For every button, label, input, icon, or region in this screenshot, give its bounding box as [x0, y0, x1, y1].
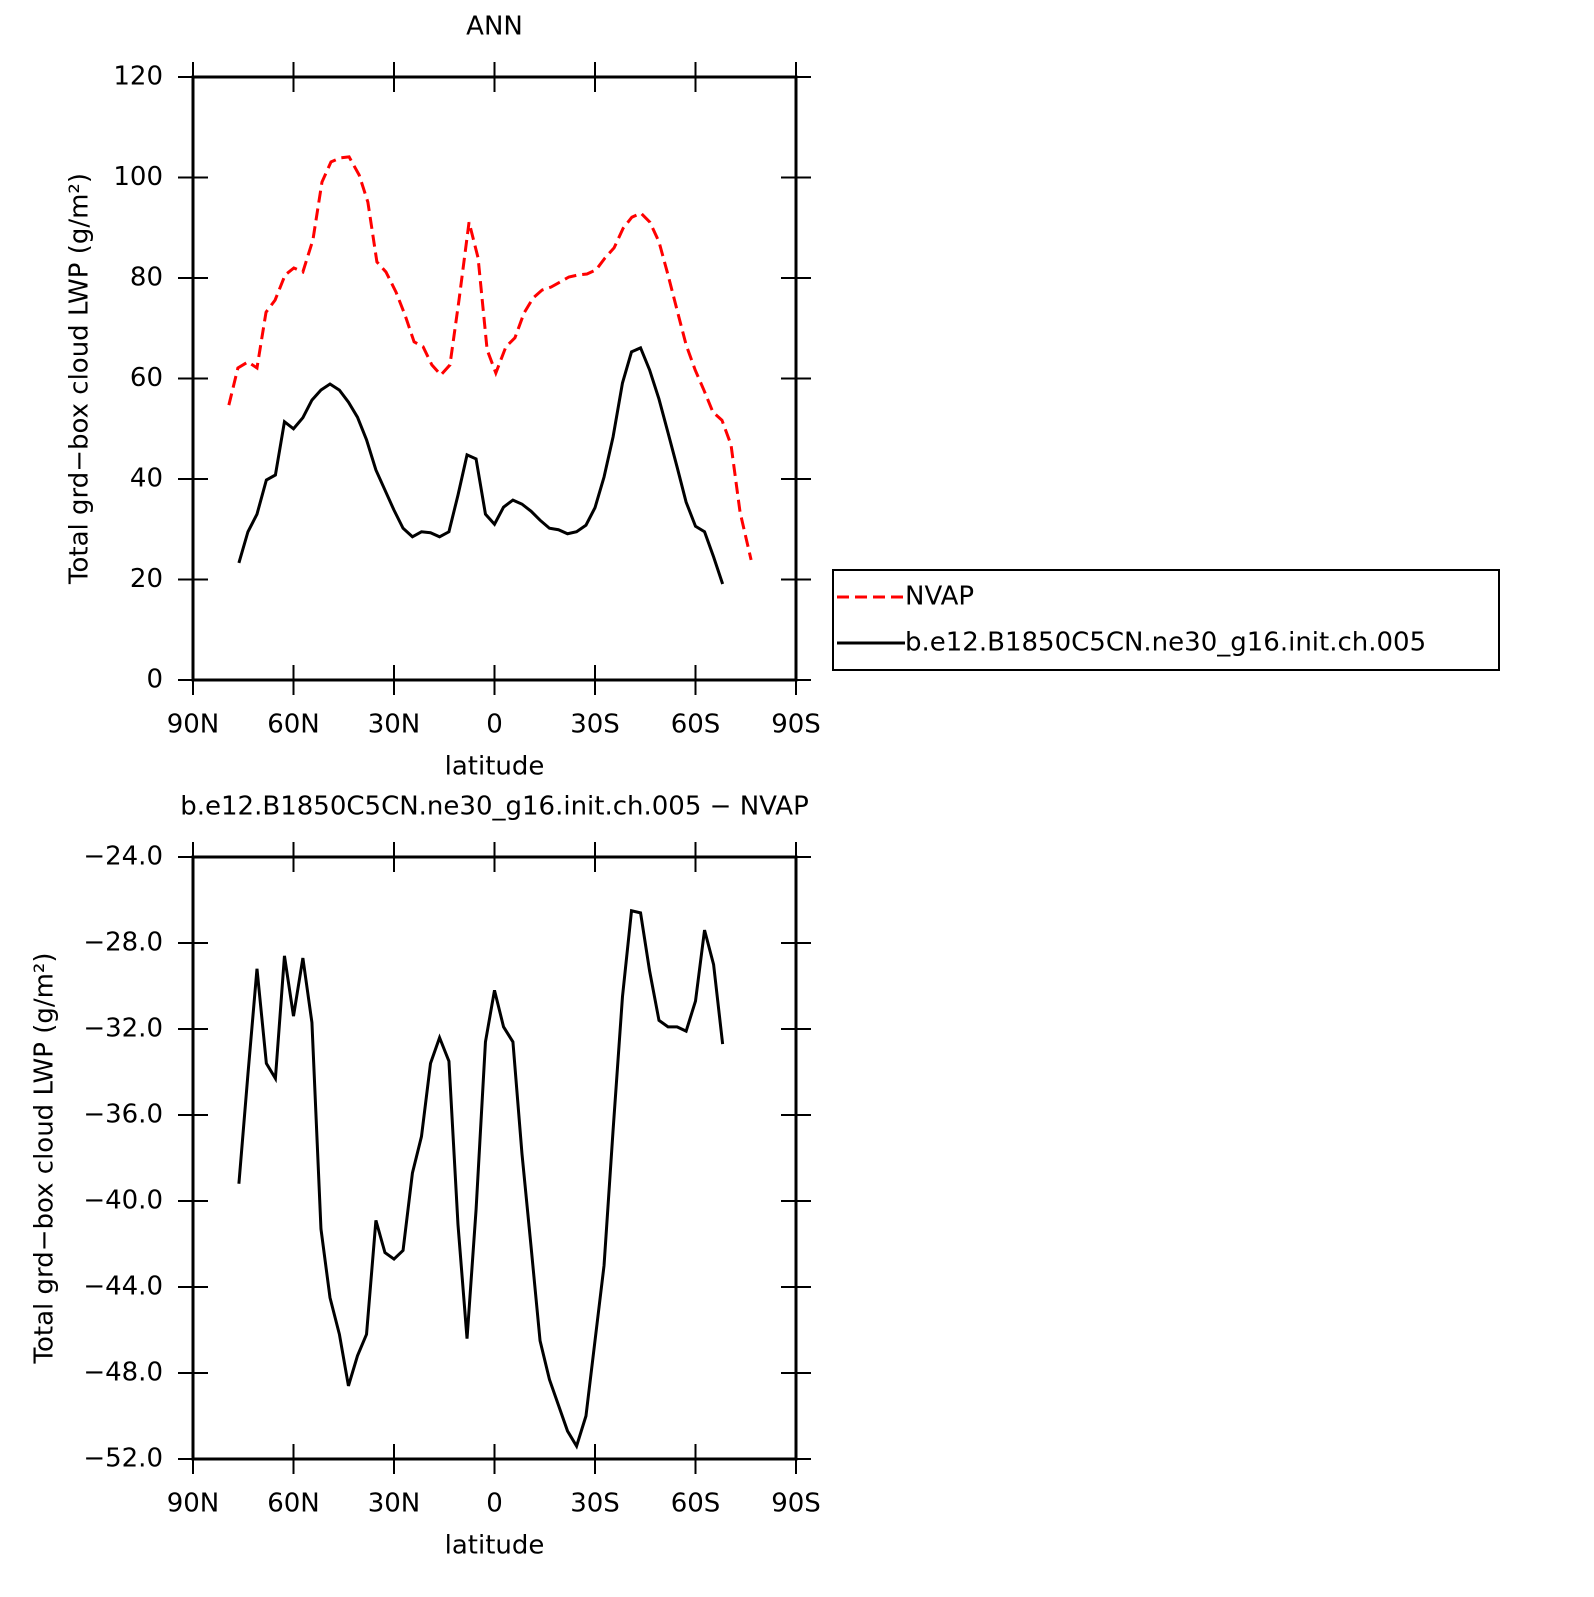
y-tick-label: −40.0	[83, 1186, 163, 1216]
y-tick-label: −36.0	[83, 1100, 163, 1130]
x-tick-label: 30N	[368, 1489, 421, 1519]
x-tick-label: 30S	[570, 1489, 620, 1519]
y-tick-label: −32.0	[83, 1014, 163, 1044]
y-tick-label: 20	[130, 564, 163, 594]
y-tick-label: 100	[113, 162, 163, 192]
x-tick-label: 0	[486, 1489, 503, 1519]
x-tick-label: 60S	[671, 710, 721, 740]
legend-label: NVAP	[905, 582, 974, 612]
x-tick-label: 90S	[771, 1489, 821, 1519]
chart-title: b.e12.B1850C5CN.ne30_g16.init.ch.005 − N…	[180, 792, 809, 822]
x-tick-label: 60N	[267, 710, 320, 740]
y-tick-label: 60	[130, 363, 163, 393]
x-axis-label: latitude	[445, 752, 545, 782]
y-tick-label: −48.0	[83, 1358, 163, 1388]
x-tick-label: 0	[486, 710, 503, 740]
data-line	[227, 155, 753, 561]
y-tick-label: 120	[113, 62, 163, 92]
plot-frame	[191, 75, 798, 682]
plot-frame	[191, 855, 798, 1461]
y-tick-label: −28.0	[83, 928, 163, 958]
legend-label: b.e12.B1850C5CN.ne30_g16.init.ch.005	[905, 628, 1426, 658]
y-axis-label: Total grd−box cloud LWP (g/m²)	[30, 953, 60, 1365]
x-tick-label: 30N	[368, 710, 421, 740]
chart-title: ANN	[466, 12, 523, 42]
y-tick-label: −24.0	[83, 842, 163, 872]
y-tick-label: 80	[130, 263, 163, 293]
y-tick-label: 40	[130, 464, 163, 494]
x-tick-label: 90S	[771, 710, 821, 740]
x-tick-label: 60N	[267, 1489, 320, 1519]
legend-box	[832, 569, 1500, 671]
y-tick-label: −44.0	[83, 1272, 163, 1302]
x-tick-label: 90N	[167, 1489, 220, 1519]
y-tick-label: −52.0	[83, 1444, 163, 1474]
x-tick-label: 90N	[167, 710, 220, 740]
x-tick-label: 30S	[570, 710, 620, 740]
x-axis-label: latitude	[445, 1531, 545, 1561]
y-tick-label: 0	[146, 665, 163, 695]
data-line	[237, 908, 725, 1450]
y-axis-label: Total grd−box cloud LWP (g/m²)	[65, 173, 95, 585]
data-line	[237, 345, 725, 585]
x-tick-label: 60S	[671, 1489, 721, 1519]
